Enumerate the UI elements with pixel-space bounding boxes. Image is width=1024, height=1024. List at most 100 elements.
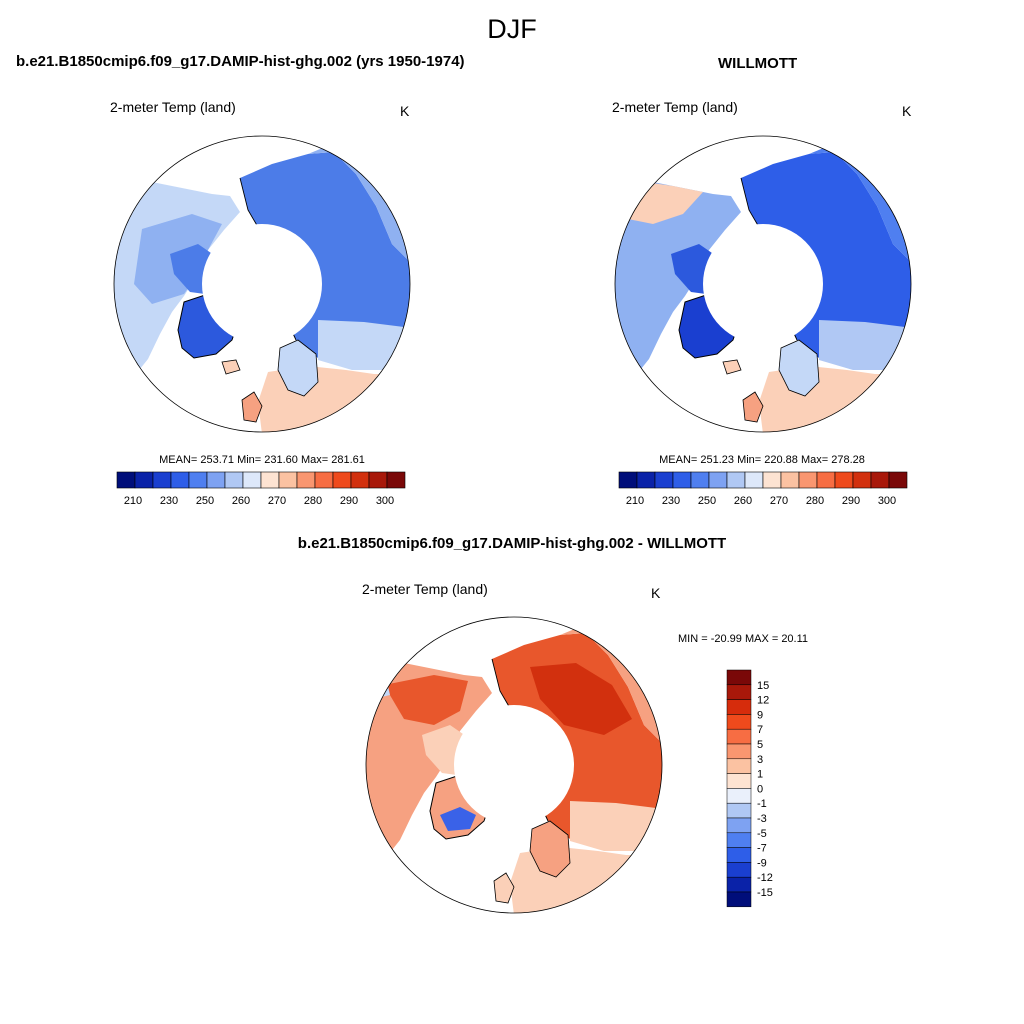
obs-colorbar-swatch <box>636 471 656 489</box>
obs-colorbar-swatch <box>708 471 728 489</box>
model-colorbar-tick-label: 260 <box>232 495 250 507</box>
obs-colorbar-tick-label: 300 <box>878 495 896 507</box>
diff-colorbar-swatch <box>726 669 752 686</box>
obs-colorbar-swatch <box>870 471 890 489</box>
diff-colorbar-swatch <box>726 773 752 789</box>
obs-colorbar: 210 230 250 260 270 280 290 300 <box>618 471 908 507</box>
model-colorbar-swatch <box>332 471 352 489</box>
diff-colorbar-tick-label: 7 <box>757 724 763 736</box>
model-colorbar-swatch <box>134 471 154 489</box>
model-colorbar-swatch <box>350 471 370 489</box>
diff-colorbar-tick-label: -15 <box>757 887 773 899</box>
model-colorbar-swatch <box>260 471 280 489</box>
model-colorbar-swatch <box>386 471 406 489</box>
model-colorbar-tick-label: 230 <box>160 495 178 507</box>
diff-colorbar-tick-label: 12 <box>757 695 769 707</box>
figure-title: DJF <box>487 14 537 44</box>
diff-panel-title: b.e21.B1850cmip6.f09_g17.DAMIP-hist-ghg.… <box>297 535 727 552</box>
model-colorbar-swatch <box>296 471 316 489</box>
model-variable-label: 2-meter Temp (land) <box>110 99 236 115</box>
obs-eurasia-land <box>741 152 911 366</box>
obs-colorbar-swatch <box>744 471 764 489</box>
diff-colorbar-tick-label: 3 <box>757 754 763 766</box>
model-colorbar-tick-label: 250 <box>196 495 214 507</box>
model-panel-title: b.e21.B1850cmip6.f09_g17.DAMIP-hist-ghg.… <box>16 53 465 70</box>
diff-colorbar-swatch <box>726 714 752 730</box>
obs-north-america-land <box>615 174 741 384</box>
diff-colorbar-swatch <box>726 891 752 908</box>
obs-colorbar-swatch <box>816 471 836 489</box>
diff-colorbar-tick-label: -9 <box>757 857 767 869</box>
obs-scandinavia <box>778 339 820 397</box>
diff-greenland-cold <box>440 807 476 831</box>
obs-colorbar-swatch <box>672 471 692 489</box>
obs-iceland <box>722 359 742 375</box>
obs-colorbar-swatch <box>888 471 908 489</box>
obs-panel-title: WILLMOTT <box>718 55 798 72</box>
obs-colorbar-swatch <box>834 471 854 489</box>
diff-polar-map <box>365 616 663 914</box>
obs-colorbar-swatch <box>726 471 746 489</box>
obs-colorbar-swatch <box>690 471 710 489</box>
model-colorbar-tick-label: 210 <box>124 495 142 507</box>
obs-colorbar-swatch <box>654 471 674 489</box>
model-colorbar-tick-label: 270 <box>268 495 286 507</box>
obs-colorbar-tick-label: 230 <box>662 495 680 507</box>
diff-colorbar-swatch <box>726 788 752 804</box>
diff-colorbar-swatch <box>726 876 752 893</box>
diff-colorbar-swatch <box>726 758 752 774</box>
diff-colorbar-tick-label: -12 <box>757 872 773 884</box>
obs-russia-west <box>819 320 911 370</box>
diff-colorbar-swatch <box>726 743 752 760</box>
diff-colorbar-swatch <box>726 728 752 745</box>
diff-colorbar-swatch <box>726 699 752 715</box>
obs-variable-label: 2-meter Temp (land) <box>612 99 738 115</box>
model-colorbar-swatch <box>224 471 244 489</box>
diff-colorbar-swatch <box>726 847 752 863</box>
diff-north-america-hot <box>384 675 468 725</box>
obs-colorbar-swatch <box>618 471 638 489</box>
model-colorbar-swatch <box>206 471 226 489</box>
model-colorbar-swatch <box>314 471 334 489</box>
obs-colorbar-swatch <box>798 471 818 489</box>
model-colorbar-swatch <box>170 471 190 489</box>
model-colorbar-tick-label: 300 <box>376 495 394 507</box>
diff-colorbar-tick-label: 15 <box>757 680 769 692</box>
model-eurasia-land <box>240 152 410 366</box>
diff-colorbar: 15 12 9 7 5 3 1 0 -1 -3 -5 -7 -9 -12 -15 <box>726 669 773 908</box>
model-colorbar-swatch <box>116 471 136 489</box>
model-colorbar-tick-label: 280 <box>304 495 322 507</box>
diff-russia-west <box>570 801 662 851</box>
model-colorbar-swatch <box>188 471 208 489</box>
diff-eurasia-land <box>492 633 662 847</box>
diff-colorbar-tick-label: -5 <box>757 828 767 840</box>
diff-stats-label: MIN = -20.99 MAX = 20.11 <box>678 633 809 645</box>
obs-british-isles <box>742 391 764 423</box>
diff-colorbar-tick-label: 5 <box>757 739 763 751</box>
diff-siberia-hot <box>530 663 632 735</box>
obs-stats-label: MEAN= 251.23 Min= 220.88 Max= 278.28 <box>659 454 865 466</box>
model-polar-map <box>113 135 411 433</box>
model-iceland <box>221 359 241 375</box>
diff-colorbar-tick-label: 0 <box>757 783 763 795</box>
model-colorbar: 210 230 250 260 270 280 290 300 <box>116 471 406 507</box>
obs-colorbar-tick-label: 260 <box>734 495 752 507</box>
obs-colorbar-swatch <box>762 471 782 489</box>
diff-colorbar-swatch <box>726 817 752 834</box>
diff-british-isles <box>493 872 515 904</box>
diff-colorbar-swatch <box>726 802 752 819</box>
diff-colorbar-tick-label: -1 <box>757 798 767 810</box>
diff-colorbar-swatch <box>726 862 752 878</box>
model-colorbar-swatch <box>152 471 172 489</box>
diff-variable-label: 2-meter Temp (land) <box>362 581 488 597</box>
model-units-label: K <box>400 103 410 119</box>
obs-colorbar-tick-label: 210 <box>626 495 644 507</box>
diff-units-label: K <box>651 585 661 601</box>
model-colorbar-swatch <box>368 471 388 489</box>
obs-colorbar-tick-label: 290 <box>842 495 860 507</box>
diff-scandinavia <box>529 820 571 878</box>
obs-polar-map <box>614 135 912 433</box>
diff-colorbar-tick-label: -3 <box>757 813 767 825</box>
model-scandinavia <box>277 339 319 397</box>
model-colorbar-swatch <box>242 471 262 489</box>
